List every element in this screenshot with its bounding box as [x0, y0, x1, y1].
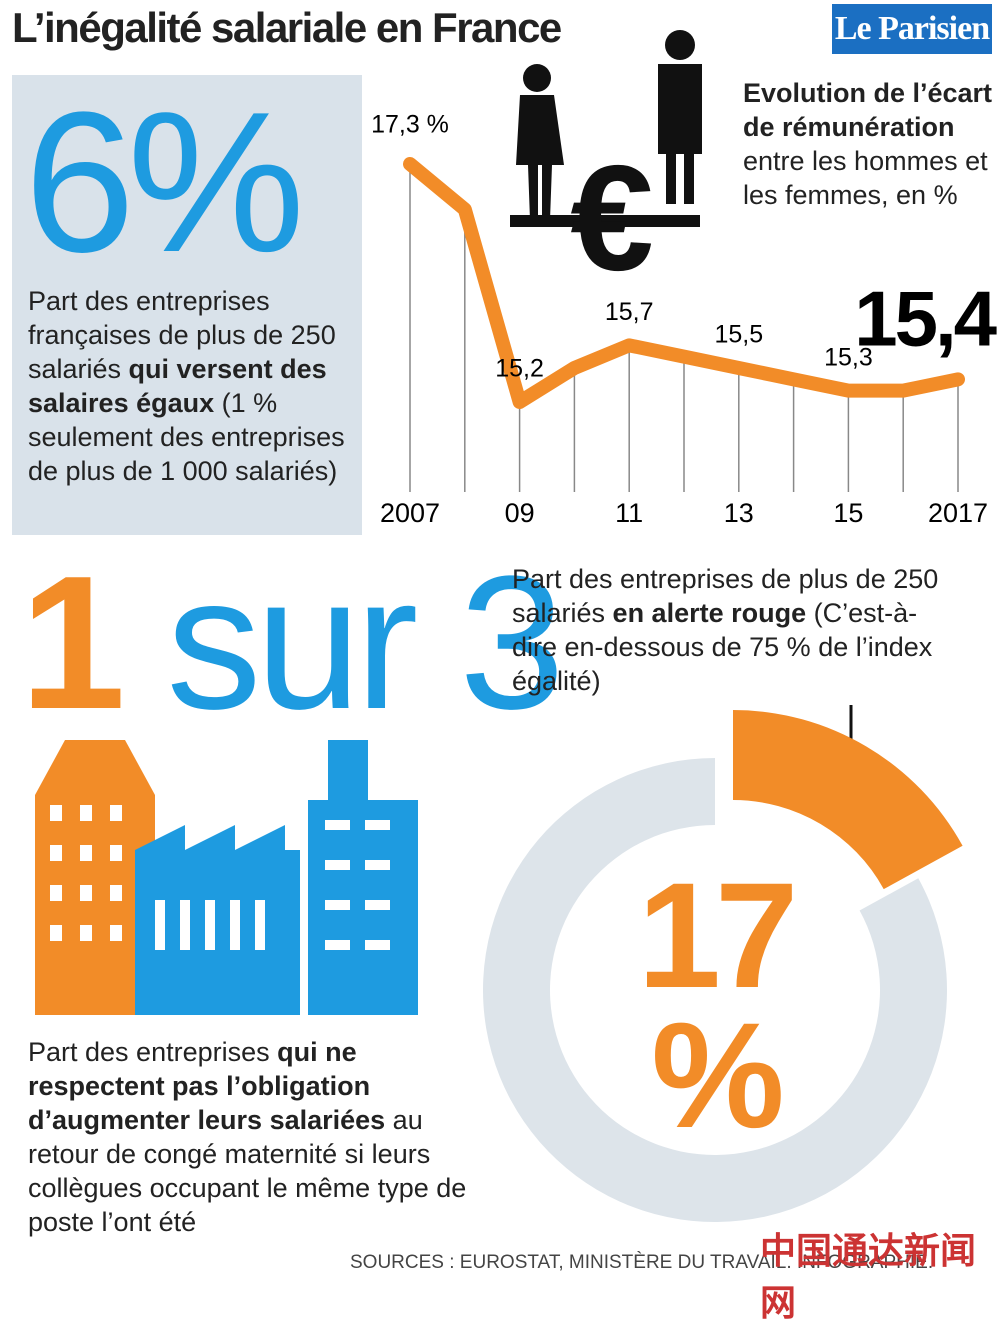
infographic: L’inégalité salariale en France Le Paris…	[12, 4, 1000, 1323]
stat2-number: 1	[20, 537, 126, 749]
stat2-text: Part des entreprises qui ne respectent p…	[28, 1035, 468, 1239]
text-segment: Part des entreprises de plus de 250 sala…	[512, 564, 939, 628]
logo: Le Parisien	[832, 4, 992, 54]
text-segment: Evolution de l’écart de rémunération	[743, 78, 993, 142]
svg-text:€: €	[570, 134, 653, 302]
stat-value: 6%	[24, 71, 305, 294]
value-label: 15,4	[854, 275, 996, 363]
stat-panel	[12, 75, 362, 535]
x-tick-label: 11	[615, 498, 643, 528]
text-segment: qui versent des salaires égaux	[28, 354, 327, 418]
chart-legend-text: Evolution de l’écart de rémunération ent…	[743, 76, 993, 212]
donut-value-label: 17 %	[637, 851, 799, 1159]
text-segment: qui ne respectent pas l’obligation d’aug…	[28, 1037, 386, 1135]
graphics: € 2007 09 11 13 15 2017 17,3 % 15,2 15,7 15,5 15,3…	[35, 30, 1000, 1222]
text-segment: en alerte rouge	[612, 598, 807, 628]
text-segment: entre les hommes et les femmes, en %	[743, 146, 988, 210]
stat-text: Part des entreprises françaises de plus …	[28, 284, 358, 488]
pictogram: €	[510, 30, 702, 302]
value-label: 15,2	[495, 355, 544, 383]
text-segment: (C’est-à-dire en-dessous de 75 % de l’in…	[512, 598, 933, 696]
stat2-rest: sur 3	[166, 537, 564, 749]
value-label: 15,5	[714, 321, 763, 349]
text-segment: Part des entreprises françaises de plus …	[28, 286, 336, 384]
page: L’inégalité salariale en France Le Paris…	[12, 4, 1000, 1323]
sources: SOURCES : EUROSTAT, MINISTÈRE DU TRAVAIL…	[350, 1252, 934, 1273]
value-label: 15,7	[605, 298, 654, 326]
x-tick-label: 2017	[928, 498, 988, 528]
stat2: 1 sur 3	[20, 548, 565, 738]
line	[403, 157, 965, 409]
donut-text: Part des entreprises de plus de 250 sala…	[512, 562, 952, 698]
donut-slice	[733, 710, 963, 890]
value-label: 15,3	[824, 343, 873, 371]
value-label: 17,3 %	[371, 111, 449, 139]
x-tick-label: 2007	[380, 498, 440, 528]
x-tick-label: 13	[724, 498, 754, 528]
text-segment: Part des entreprises	[28, 1037, 278, 1067]
text-segment: au retour de congé maternité si leurs co…	[28, 1105, 467, 1237]
title: L’inégalité salariale en France	[12, 4, 562, 51]
buildings	[35, 740, 418, 1015]
x-tick-label: 15	[833, 498, 863, 528]
text-segment: (1 % seulement des entreprises de plus d…	[28, 388, 345, 486]
x-tick-label: 09	[505, 498, 535, 528]
